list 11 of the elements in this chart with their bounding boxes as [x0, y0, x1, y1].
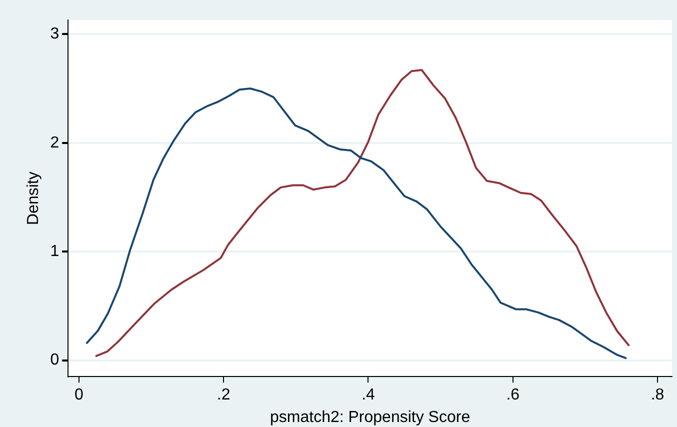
x-tick-label: .4 — [362, 386, 376, 404]
y-tick-label: 2 — [50, 134, 60, 152]
y-tick-label: 1 — [50, 242, 60, 260]
y-axis-title: Density — [25, 172, 42, 225]
x-tick-label: .2 — [216, 386, 230, 404]
x-tick-label: 0 — [74, 386, 84, 404]
x-tick-label: .6 — [506, 386, 520, 404]
y-tick-label: 3 — [50, 26, 60, 43]
y-tick-label: 0 — [50, 352, 60, 369]
x-axis-title: psmatch2: Propensity Score — [270, 408, 470, 426]
x-tick-label: .8 — [650, 386, 664, 404]
